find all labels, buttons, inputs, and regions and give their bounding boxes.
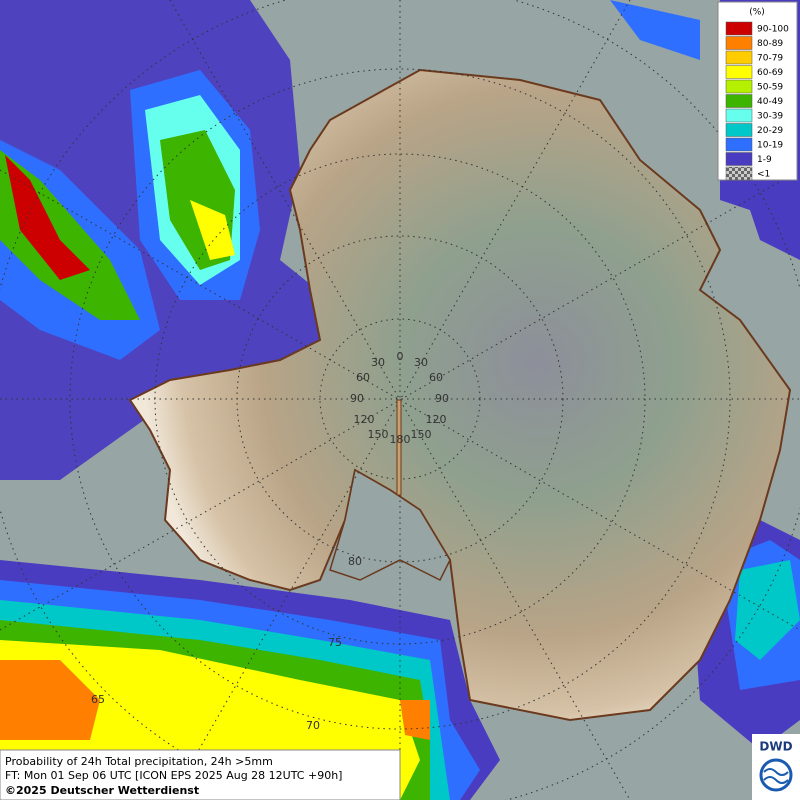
ice-shelf xyxy=(329,468,451,582)
logo: DWD xyxy=(752,734,800,800)
caption-box xyxy=(0,749,401,801)
legend-label: <1 xyxy=(757,170,770,180)
marker xyxy=(396,399,402,496)
legend-label: 10-19 xyxy=(757,141,783,151)
legend-label: 30-39 xyxy=(757,112,783,122)
logo-icon xyxy=(759,758,793,792)
legend-label: 80-89 xyxy=(757,39,783,49)
legend-label: 50-59 xyxy=(757,83,783,93)
latitude-labels: 80 75 70 65 xyxy=(91,555,362,732)
lon-label: 30 xyxy=(371,356,385,369)
logo-waves xyxy=(763,768,789,784)
lon-label: 150 xyxy=(368,428,389,441)
legend-swatch xyxy=(725,137,753,152)
legend-swatch xyxy=(725,79,753,94)
lon-label: 120 xyxy=(426,413,447,426)
caption-line: FT: Mon 01 Sep 06 UTC [ICON EPS 2025 Aug… xyxy=(5,769,342,782)
lat-label: 75 xyxy=(328,636,342,649)
logo-text: DWD xyxy=(759,740,792,754)
lon-label: 120 xyxy=(354,413,375,426)
legend-swatch xyxy=(725,152,753,166)
caption: Probability of 24h Total precipitation, … xyxy=(0,749,401,801)
lon-label: 60 xyxy=(356,371,370,384)
caption-line: ©2025 Deutscher Wetterdienst xyxy=(5,784,199,797)
legend-swatch xyxy=(725,36,753,50)
legend-swatch xyxy=(725,108,753,123)
legend-swatch xyxy=(725,94,753,108)
legend-swatch xyxy=(725,123,753,137)
legend-label: 40-49 xyxy=(757,97,783,107)
caption-line: Probability of 24h Total precipitation, … xyxy=(5,755,273,768)
legend-swatch xyxy=(725,166,753,181)
legend-swatch xyxy=(725,50,753,65)
legend-title: (%) xyxy=(749,8,765,18)
longitude-labels: 0 30 30 60 60 90 90 120 120 150 150 180 xyxy=(350,350,449,446)
legend-label: 60-69 xyxy=(757,68,783,78)
lon-label: 0 xyxy=(397,350,404,363)
lon-label: 180 xyxy=(390,433,411,446)
legend-swatch xyxy=(725,65,753,79)
lon-label: 60 xyxy=(429,371,443,384)
legend-swatch xyxy=(725,21,753,36)
lon-label: 30 xyxy=(414,356,428,369)
lat-label: 80 xyxy=(348,555,362,568)
legend-label: 1-9 xyxy=(757,155,772,165)
legend-label: 70-79 xyxy=(757,54,783,64)
lon-label: 90 xyxy=(435,392,449,405)
legend-label: 20-29 xyxy=(757,126,783,136)
lon-label: 90 xyxy=(350,392,364,405)
lat-label: 70 xyxy=(306,719,320,732)
lon-label: 150 xyxy=(411,428,432,441)
legend-label: 90-100 xyxy=(757,25,789,35)
lat-label: 65 xyxy=(91,693,105,706)
legend: (%) 90-100 80-89 70-79 60-69 50-59 40-49 30-39… xyxy=(717,1,798,181)
